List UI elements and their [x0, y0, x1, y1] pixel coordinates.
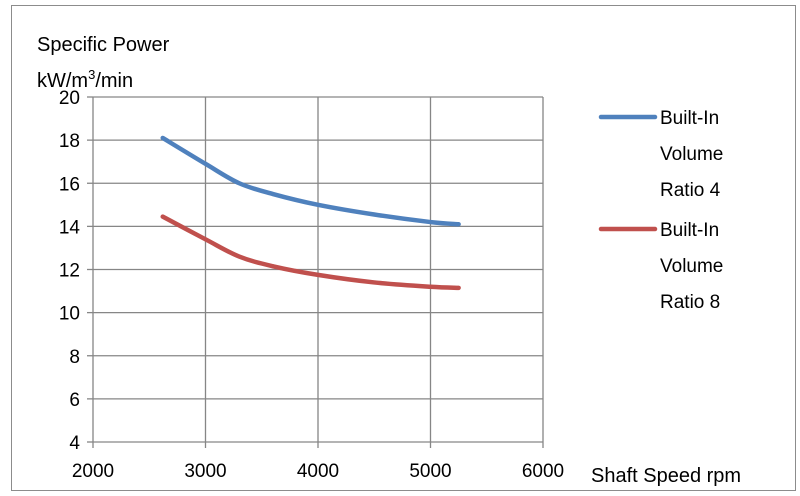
y-tick-label: 18: [59, 131, 80, 152]
x-axis-title: Shaft Speed rpm: [591, 465, 741, 487]
y-tick-label: 8: [69, 347, 80, 368]
y-axis-unit-tail: /min: [95, 70, 133, 92]
legend-label-1: Volume: [660, 144, 723, 165]
legend-label-1: Ratio 4: [660, 180, 721, 201]
legend-label-2: Built-In: [660, 220, 719, 241]
chart-frame: [11, 5, 796, 491]
tick-labels: 2000 3000 4000 5000 6000 4 6 8 10 12 14 16 18 20: [59, 88, 564, 482]
y-tick-label: 16: [59, 174, 80, 195]
y-axis-unit-base: kW/m: [37, 70, 88, 92]
y-tick-label: 6: [69, 390, 80, 411]
series-line-1: [160, 135, 461, 227]
y-axis-title-line2: kW/m3/min: [37, 67, 133, 92]
x-tick-label: 6000: [522, 461, 564, 482]
legend-label-2: Ratio 8: [660, 292, 720, 313]
y-axis-title-line1: Specific Power: [37, 34, 170, 56]
y-tick-label: 14: [59, 217, 81, 238]
axes: [87, 96, 544, 448]
x-tick-label: 4000: [297, 461, 339, 482]
x-tick-label: 3000: [184, 461, 226, 482]
y-tick-label: 4: [69, 433, 80, 454]
y-tick-label: 20: [59, 88, 80, 109]
legend-label-1: Built-In: [660, 108, 719, 129]
y-tick-label: 12: [59, 261, 80, 282]
series-layer: [160, 135, 461, 291]
legend: Built-In Volume Ratio 4 Built-In Volume Ratio…: [598, 108, 723, 313]
grid: [93, 96, 544, 442]
legend-label-2: Volume: [660, 256, 723, 277]
y-tick-label: 10: [59, 304, 80, 325]
series-line-2: [160, 214, 461, 291]
y-axis-unit-sup: 3: [88, 67, 95, 82]
x-tick-label: 2000: [72, 461, 114, 482]
x-tick-label: 5000: [409, 461, 451, 482]
